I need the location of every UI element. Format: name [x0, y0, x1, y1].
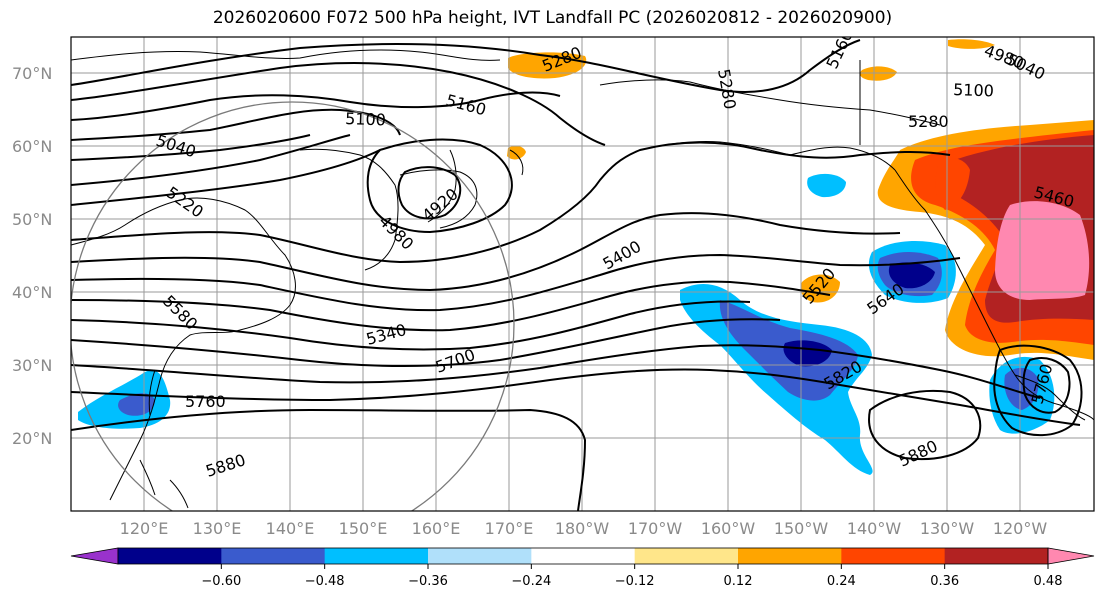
longitude-labels: 120°E 130°E 140°E 150°E 160°E 170°E 180°… [120, 519, 1048, 538]
colorbar-extend-max [1047, 547, 1095, 565]
colorbar-tick-label: −0.36 [408, 574, 448, 589]
ivt-positive-shading [507, 39, 1094, 360]
contour-label-group: 5280 5160 5100 5040 5220 5040 5100 5280 … [154, 37, 1076, 481]
ivt-shade-orange-kamchatka [507, 145, 526, 160]
projection-circle [71, 101, 515, 511]
map-frame [70, 36, 1095, 512]
colorbar-segment [428, 548, 532, 564]
lon-label: 120°W [993, 519, 1048, 538]
ivt-shade-red-top [935, 157, 970, 210]
colorbar-segment [944, 548, 1049, 564]
lon-label: 170°W [628, 519, 683, 538]
colorbar-segment [324, 548, 429, 564]
colorbar-tick-label: −0.48 [305, 574, 345, 589]
contour-label: 5100 [345, 109, 386, 129]
latitude-labels: 70°N 60°N 50°N 40°N 30°N 20°N [12, 64, 52, 448]
lat-label: 70°N [12, 64, 52, 83]
colorbar-tick-label: −0.12 [615, 574, 655, 589]
lon-label: 140°E [266, 519, 315, 538]
lon-label: 180°W [555, 519, 610, 538]
colorbar-outline [117, 547, 1049, 565]
colorbar-tick-label: 0.48 [1034, 574, 1063, 589]
map-content: 5280 5160 5100 5040 5220 5040 5100 5280 … [71, 37, 1094, 511]
contour-label: 5100 [953, 80, 994, 100]
lat-label: 50°N [12, 210, 52, 229]
lon-label: 160°W [701, 519, 756, 538]
colorbar-tick-label: 0.24 [827, 574, 856, 589]
ivt-shade-pink [995, 201, 1090, 300]
ivt-shade-orange-top [948, 39, 995, 49]
lat-label: 40°N [12, 283, 52, 302]
lat-label: 30°N [12, 356, 52, 375]
ivt-shade-lightblue-gulf [807, 173, 846, 198]
lon-label: 150°E [339, 519, 388, 538]
lat-label: 60°N [12, 137, 52, 156]
colorbar-segment [118, 548, 222, 564]
lon-label: 120°E [120, 519, 169, 538]
ivt-shade-navy-ne [888, 262, 935, 289]
colorbar-segment [634, 548, 739, 564]
contour-label: 5280 [908, 112, 949, 131]
lon-label: 150°W [774, 519, 829, 538]
colorbar: −0.60 −0.48 −0.36 −0.24 −0.12 0.12 0.24 0.36 0.4… [70, 547, 1095, 589]
colorbar-segment [841, 548, 946, 564]
map-title: 2026020600 F072 500 hPa height, IVT Land… [212, 8, 893, 28]
colorbar-segment [221, 548, 326, 564]
lat-label: 20°N [12, 429, 52, 448]
colorbar-segment [738, 548, 842, 564]
colorbar-tick-label: 0.36 [930, 574, 959, 589]
lon-label: 130°E [193, 519, 242, 538]
ivt-shade-orange-midpac [800, 274, 840, 303]
colorbar-tick-label: −0.24 [511, 574, 551, 589]
lon-label: 170°E [485, 519, 534, 538]
contour-label: 5760 [185, 392, 226, 411]
lon-label: 140°W [847, 519, 902, 538]
ivt-shade-orange-alaska [860, 66, 897, 81]
colorbar-tick-label: 0.12 [724, 574, 753, 589]
colorbar-tick-label: −0.60 [201, 574, 241, 589]
ivt-shade-blue-se [1004, 367, 1039, 410]
colorbar-extend-min [70, 547, 119, 565]
lon-label: 130°W [920, 519, 975, 538]
lon-label: 160°E [412, 519, 461, 538]
height-contours [71, 39, 1083, 511]
colorbar-segment [531, 548, 636, 564]
ivt-shade-blue-asia [118, 393, 155, 416]
